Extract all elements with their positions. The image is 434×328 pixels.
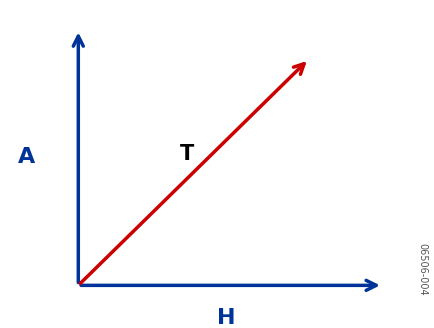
Text: 06506-004: 06506-004	[416, 243, 426, 295]
Text: T: T	[180, 144, 194, 164]
Text: H: H	[217, 308, 235, 328]
Text: A: A	[17, 148, 35, 167]
